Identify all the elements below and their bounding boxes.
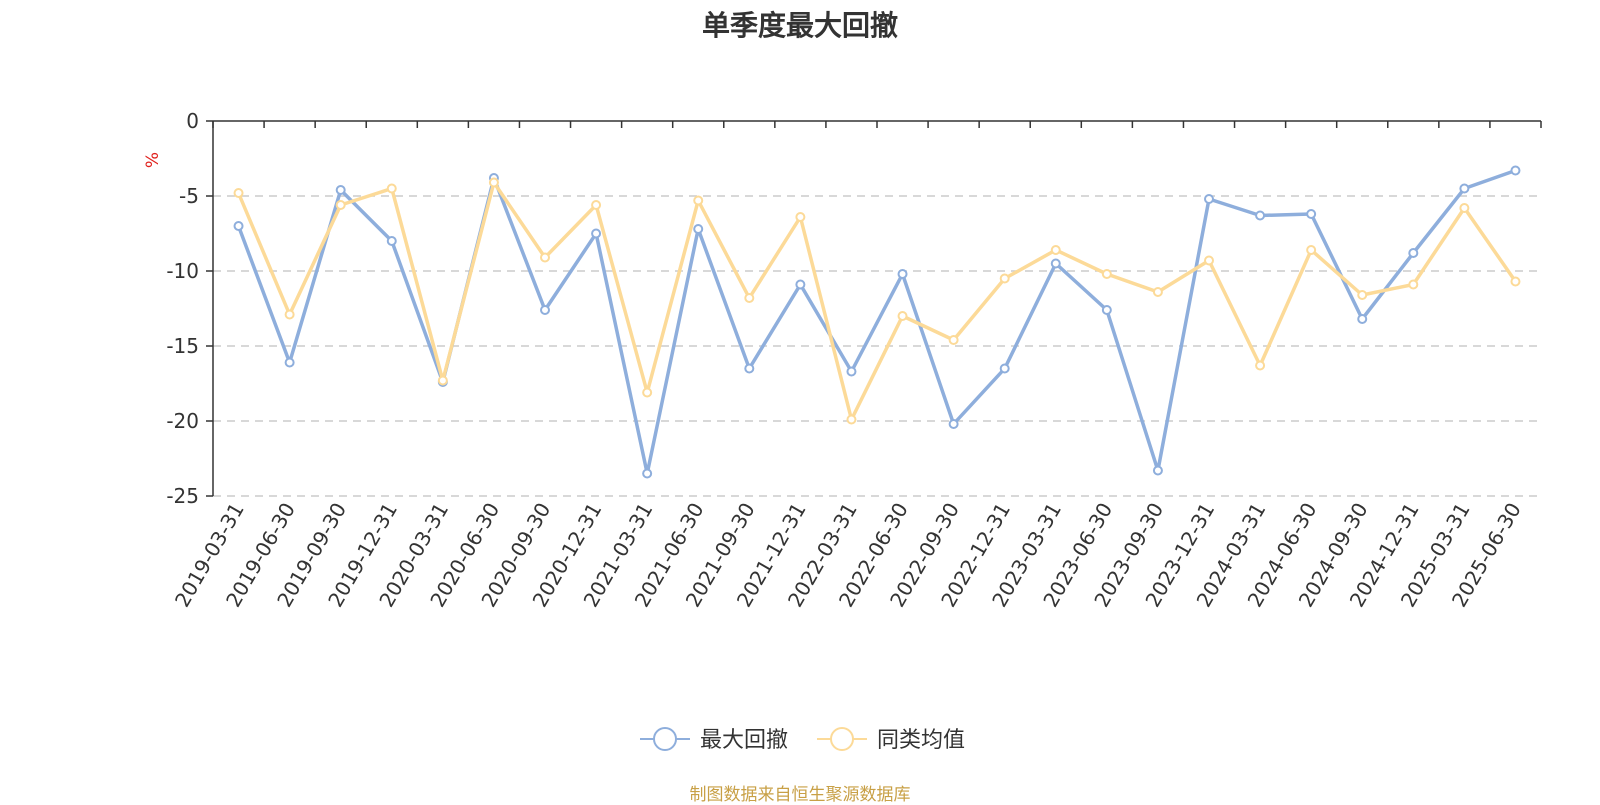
- data-point: [642, 468, 653, 479]
- y-tick-labels: 0 -5 -10 -15 -20 -25: [166, 109, 199, 508]
- y-tick-label: -25: [166, 484, 199, 508]
- data-point: [693, 224, 704, 234]
- data-point: [540, 305, 550, 315]
- legend: 最大回撤 同类均值: [640, 727, 965, 753]
- data-point: [1050, 245, 1061, 255]
- data-point: [1357, 314, 1368, 324]
- legend-item-1: 最大回撤: [640, 727, 788, 753]
- data-point: [642, 387, 653, 398]
- data-point: [744, 293, 755, 303]
- data-point: [437, 375, 448, 386]
- data-point: [846, 414, 857, 425]
- data-point: [233, 221, 244, 231]
- data-point: [1101, 269, 1112, 279]
- y-tick-label: -5: [179, 184, 199, 208]
- legend-marker: [830, 727, 854, 751]
- data-point: [1204, 194, 1214, 204]
- data-point: [488, 177, 499, 188]
- data-point: [1306, 209, 1317, 219]
- data-point: [1255, 360, 1266, 371]
- data-point: [1459, 183, 1470, 194]
- data-point: [1101, 305, 1112, 315]
- data-point: [1459, 203, 1470, 213]
- series-line: [236, 180, 1517, 422]
- data-point: [1510, 276, 1521, 287]
- data-point: [591, 200, 602, 210]
- data-point: [1408, 248, 1419, 258]
- data-point: [744, 363, 755, 374]
- data-point: [1255, 210, 1266, 221]
- data-point: [897, 269, 908, 279]
- legend-marker: [653, 727, 677, 751]
- x-tick-labels: 2019-03-312019-06-302019-09-302019-12-31…: [170, 499, 1526, 612]
- data-point: [386, 183, 397, 194]
- series-line: [236, 168, 1517, 476]
- y-tick-label: -15: [166, 334, 199, 358]
- chart-title: 单季度最大回撤: [701, 9, 898, 42]
- data-point: [897, 311, 908, 321]
- data-point: [846, 366, 857, 377]
- data-point: [284, 357, 295, 368]
- data-point: [999, 273, 1010, 284]
- y-axis-label: %: [143, 152, 163, 168]
- data-point: [1408, 279, 1419, 290]
- data-point: [1357, 290, 1368, 300]
- data-point: [1152, 465, 1163, 476]
- data-point: [795, 279, 806, 290]
- data-point: [948, 419, 959, 429]
- data-point: [386, 236, 397, 246]
- data-point: [1306, 245, 1317, 255]
- y-tick-label: 0: [186, 109, 199, 133]
- legend-label: 最大回撤: [700, 728, 788, 753]
- grid-lines: [213, 195, 1541, 497]
- data-point: [335, 185, 346, 195]
- data-point: [1510, 165, 1521, 176]
- series-lines: [233, 165, 1521, 479]
- data-point: [693, 195, 704, 206]
- data-point: [335, 200, 346, 210]
- axes: [206, 120, 1542, 497]
- data-point: [540, 252, 550, 263]
- legend-item-2: 同类均值: [817, 727, 965, 753]
- data-point: [1050, 258, 1061, 269]
- data-point: [999, 363, 1010, 374]
- source-note: 制图数据来自恒生聚源数据库: [689, 785, 911, 805]
- legend-label: 同类均值: [877, 728, 965, 753]
- data-point: [233, 188, 244, 198]
- data-point: [948, 335, 959, 345]
- data-point: [284, 309, 295, 320]
- data-point: [1204, 255, 1214, 266]
- data-point: [1152, 287, 1163, 297]
- y-tick-label: -10: [166, 259, 199, 283]
- data-point: [795, 212, 806, 222]
- data-point: [591, 228, 602, 239]
- series-2: [233, 177, 1521, 425]
- y-tick-label: -20: [166, 409, 199, 433]
